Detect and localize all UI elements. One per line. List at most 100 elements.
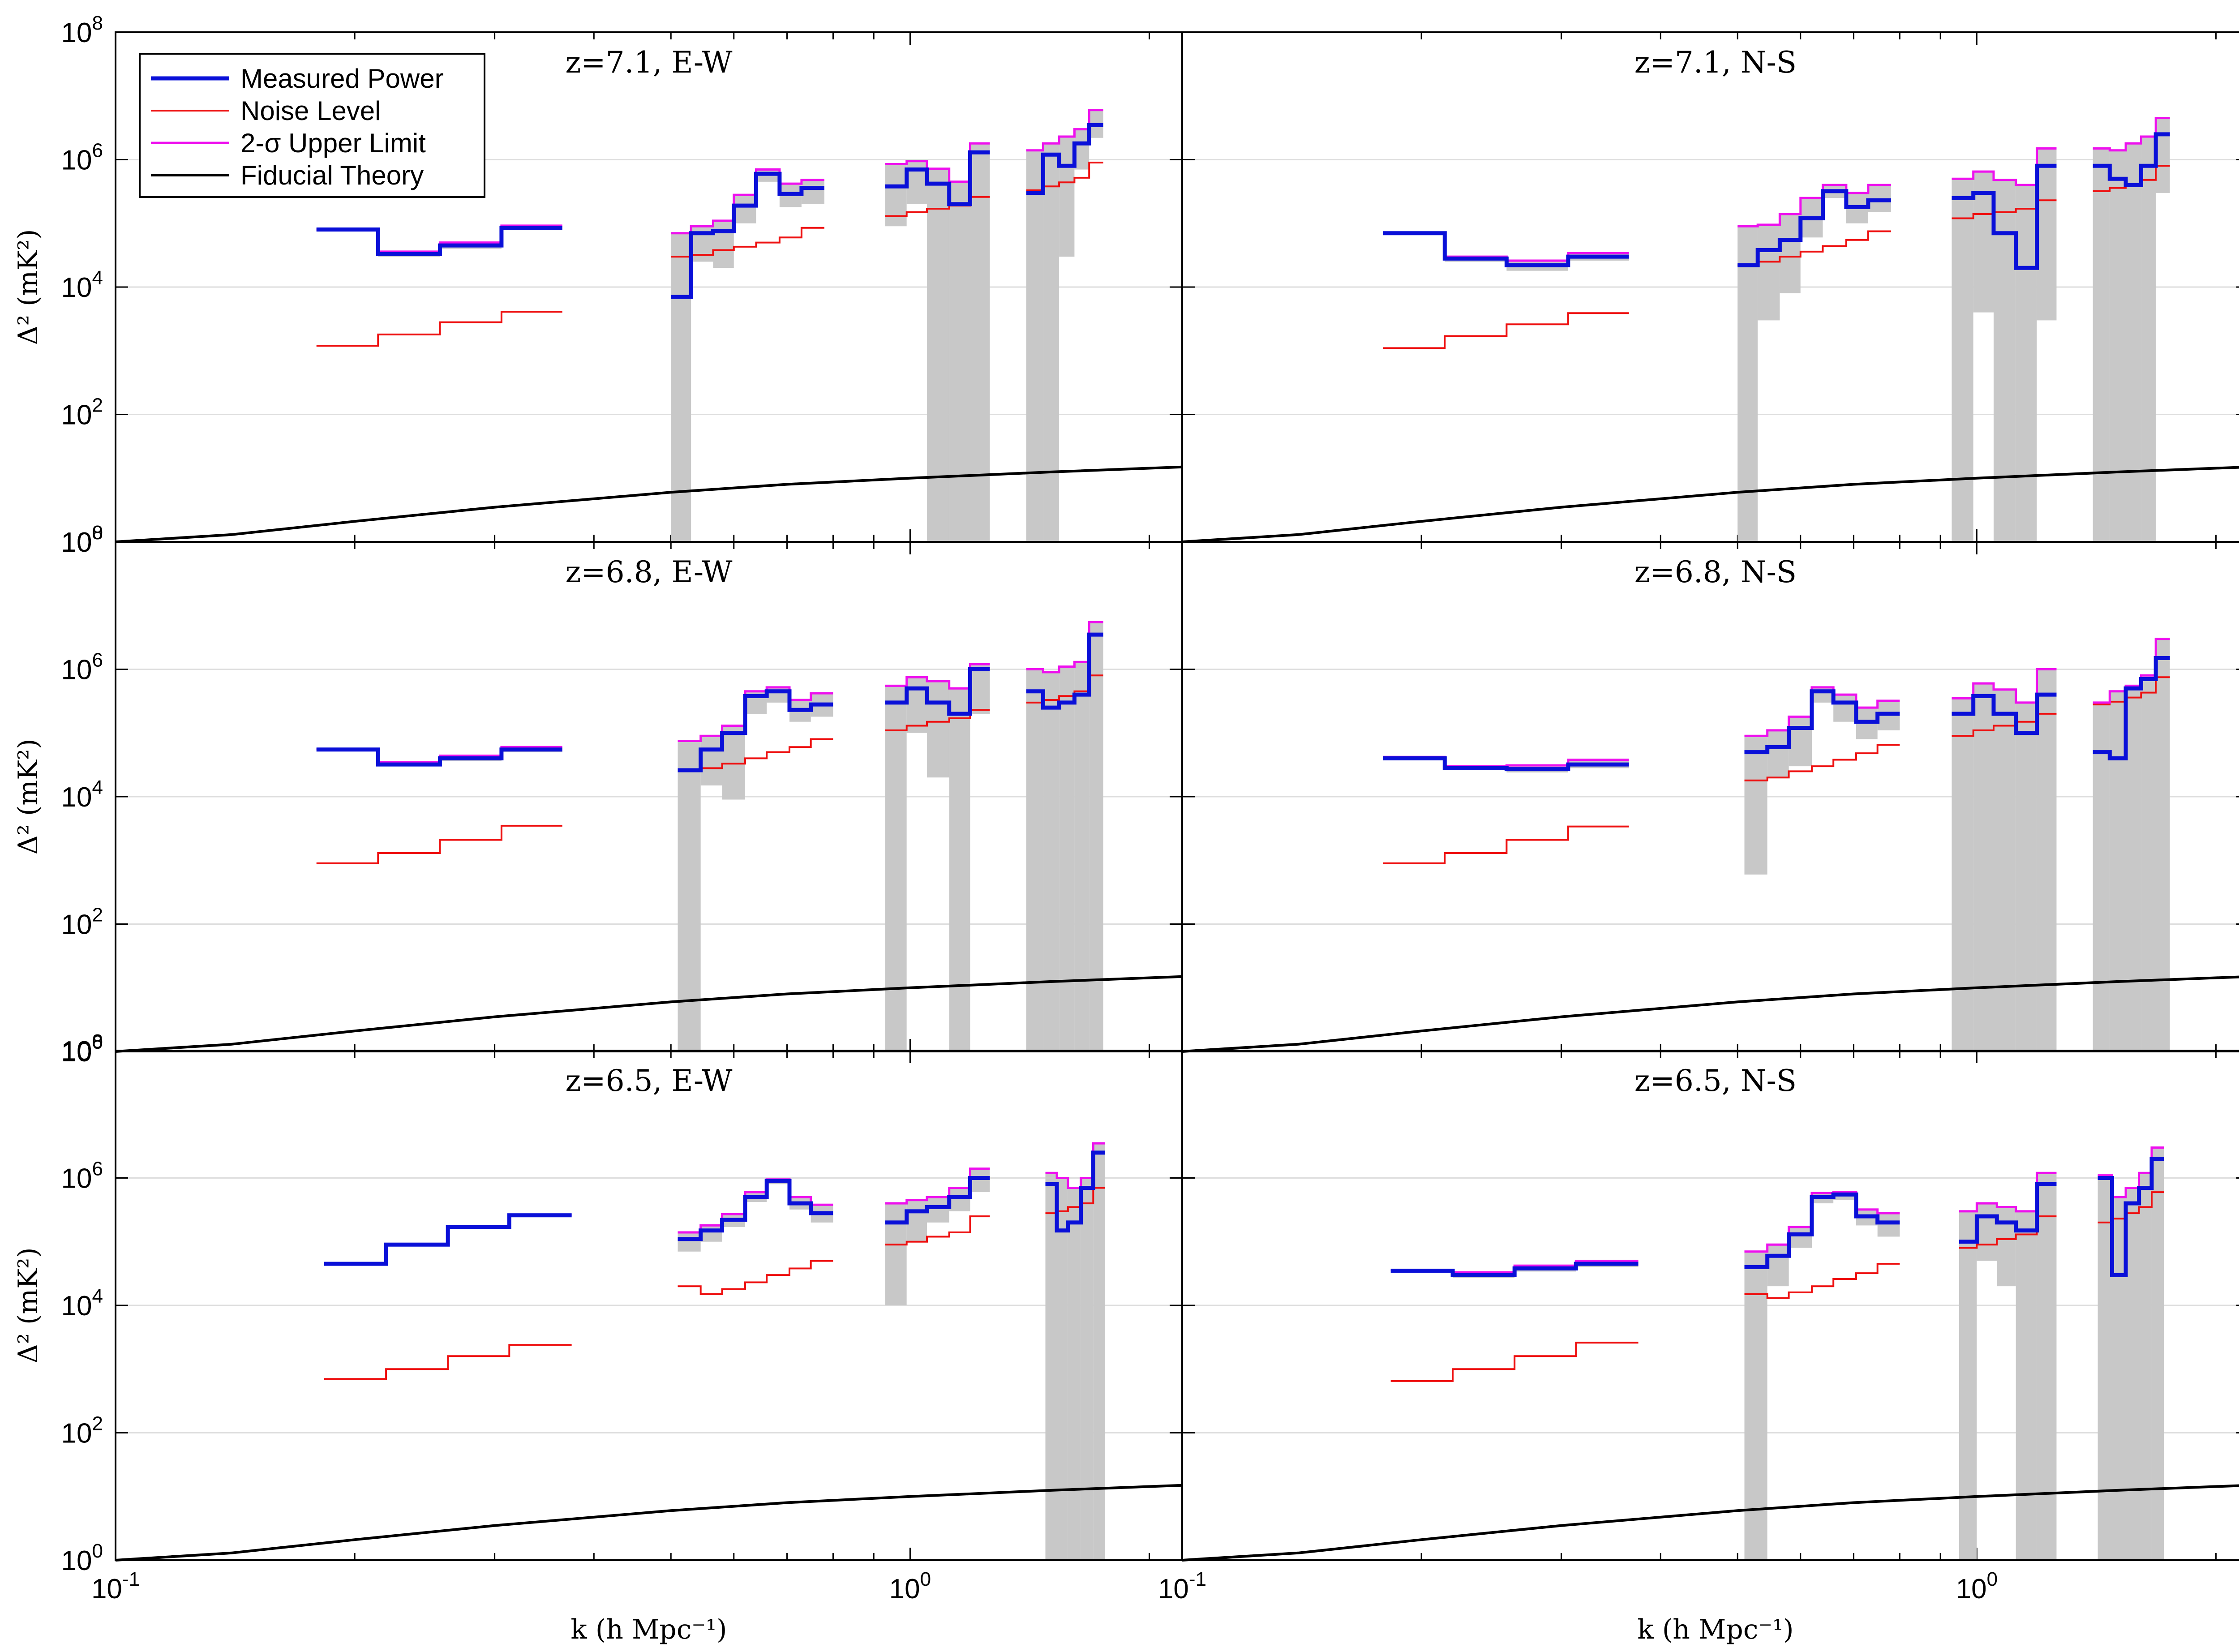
measured-power-line (1952, 163, 2057, 270)
confidence-band (700, 1225, 722, 1242)
confidence-band (1789, 1227, 1812, 1248)
confidence-band (1059, 666, 1075, 1051)
confidence-band (2112, 1197, 2126, 1560)
confidence-band (885, 686, 907, 1051)
confidence-band (927, 1197, 949, 1223)
upper-limit-line (1744, 686, 1900, 737)
confidence-band (1833, 695, 1857, 722)
y-axis-label: Δ² (mK²) (13, 738, 44, 854)
upper-limit-line (1737, 184, 1891, 227)
noise-level-line (1390, 1342, 1639, 1382)
upper-limit-line (1026, 109, 1103, 152)
noise-level-line (885, 1215, 990, 1246)
y-axis-label: Δ² (mK²) (13, 229, 44, 345)
measured-power-line (885, 667, 990, 716)
confidence-band (2016, 1211, 2037, 1560)
upper-limit-line (671, 168, 824, 235)
confidence-band (2016, 185, 2037, 542)
y-tick-label: 102 (61, 904, 103, 940)
confidence-band (2139, 1173, 2152, 1560)
confidence-band (1994, 180, 2016, 542)
confidence-band (2126, 143, 2141, 542)
confidence-band (713, 220, 734, 268)
confidence-band (2037, 669, 2057, 1051)
y-tick-label: 104 (61, 267, 103, 303)
panel-3: z=6.8, E-W 100 102 104 106 108 Δ² (mK²) (13, 522, 1183, 1068)
noise-level-line (1737, 230, 1891, 266)
fiducial-theory-line (1182, 1484, 2239, 1562)
panel-frame (1181, 1050, 2239, 1561)
confidence-band (1767, 1244, 1789, 1287)
confidence-band (927, 681, 949, 778)
y-tick-label: 100 (61, 1540, 103, 1576)
confidence-band (1959, 1211, 1977, 1560)
measured-power-line (1952, 692, 2057, 735)
confidence-band (906, 1200, 927, 1242)
y-tick-label: 100 (61, 522, 103, 558)
confidence-band (970, 1168, 990, 1193)
upper-limit-line (1744, 1191, 1900, 1253)
y-tick-label: 104 (61, 777, 103, 813)
confidence-band (885, 1203, 907, 1305)
confidence-band (722, 725, 746, 800)
legend-label: Noise Level (240, 96, 381, 126)
measured-power-line (678, 689, 833, 772)
confidence-band (733, 195, 756, 223)
measured-power-line (1045, 1150, 1105, 1233)
confidence-band (1744, 1251, 1767, 1560)
confidence-band (2126, 686, 2141, 1051)
confidence-band (1997, 1207, 2016, 1287)
panel-title: z=6.5, E-W (566, 1064, 733, 1098)
confidence-band (2156, 639, 2170, 1051)
measured-power-line (1744, 689, 1900, 755)
confidence-band (1744, 736, 1767, 875)
confidence-band (927, 168, 949, 542)
measured-power-line (1383, 756, 1629, 772)
confidence-band (1780, 214, 1801, 293)
confidence-band (1994, 689, 2016, 1051)
confidence-band (906, 677, 927, 733)
confidence-band (1043, 143, 1059, 542)
panel-title: z=6.8, N-S (1634, 555, 1797, 589)
confidence-band (2156, 118, 2170, 193)
confidence-band (2110, 691, 2126, 1051)
fiducial-theory-line (115, 1484, 1183, 1562)
y-tick-label: 108 (61, 1030, 103, 1067)
x-tick-label: 10-1 (1158, 1568, 1206, 1605)
confidence-band (1074, 129, 1089, 170)
confidence-band (1026, 669, 1043, 1051)
y-tick-label: 102 (61, 1413, 103, 1449)
y-tick-label: 106 (61, 140, 103, 176)
panel-1: z=7.1, E-W 100 102 104 106 108 Δ² (mK²) (13, 12, 1183, 558)
confidence-band (1973, 172, 1994, 313)
confidence-band (1093, 1143, 1106, 1560)
x-tick-label: 100 (889, 1568, 931, 1605)
confidence-band (2016, 702, 2037, 1051)
legend-label: 2-σ Upper Limit (240, 128, 426, 158)
confidence-band (700, 736, 722, 785)
panel-title: z=7.1, N-S (1634, 45, 1797, 80)
measured-power-line (1026, 632, 1103, 710)
confidence-band (1977, 1203, 1997, 1261)
confidence-band (1026, 150, 1043, 542)
confidence-band (949, 1188, 970, 1211)
measured-power-line (678, 1179, 833, 1241)
legend-label: Fiducial Theory (240, 160, 424, 190)
confidence-band (1068, 1188, 1081, 1560)
x-tick-label: 10-1 (91, 1568, 140, 1605)
confidence-band (1074, 662, 1089, 1051)
measured-power-line (1737, 189, 1891, 267)
confidence-band (970, 664, 990, 714)
confidence-band (1089, 622, 1103, 1051)
y-tick-label: 102 (61, 395, 103, 431)
confidence-band (2151, 1147, 2164, 1560)
upper-limit-line (1952, 668, 2057, 704)
confidence-band (1043, 672, 1059, 1051)
noise-level-line (1383, 312, 1629, 349)
measured-power-line (2097, 1157, 2164, 1277)
confidence-band (2141, 675, 2156, 1051)
fiducial-theory-line (1182, 466, 2239, 543)
fiducial-theory-line (115, 465, 1183, 543)
confidence-band (1973, 683, 1994, 1051)
